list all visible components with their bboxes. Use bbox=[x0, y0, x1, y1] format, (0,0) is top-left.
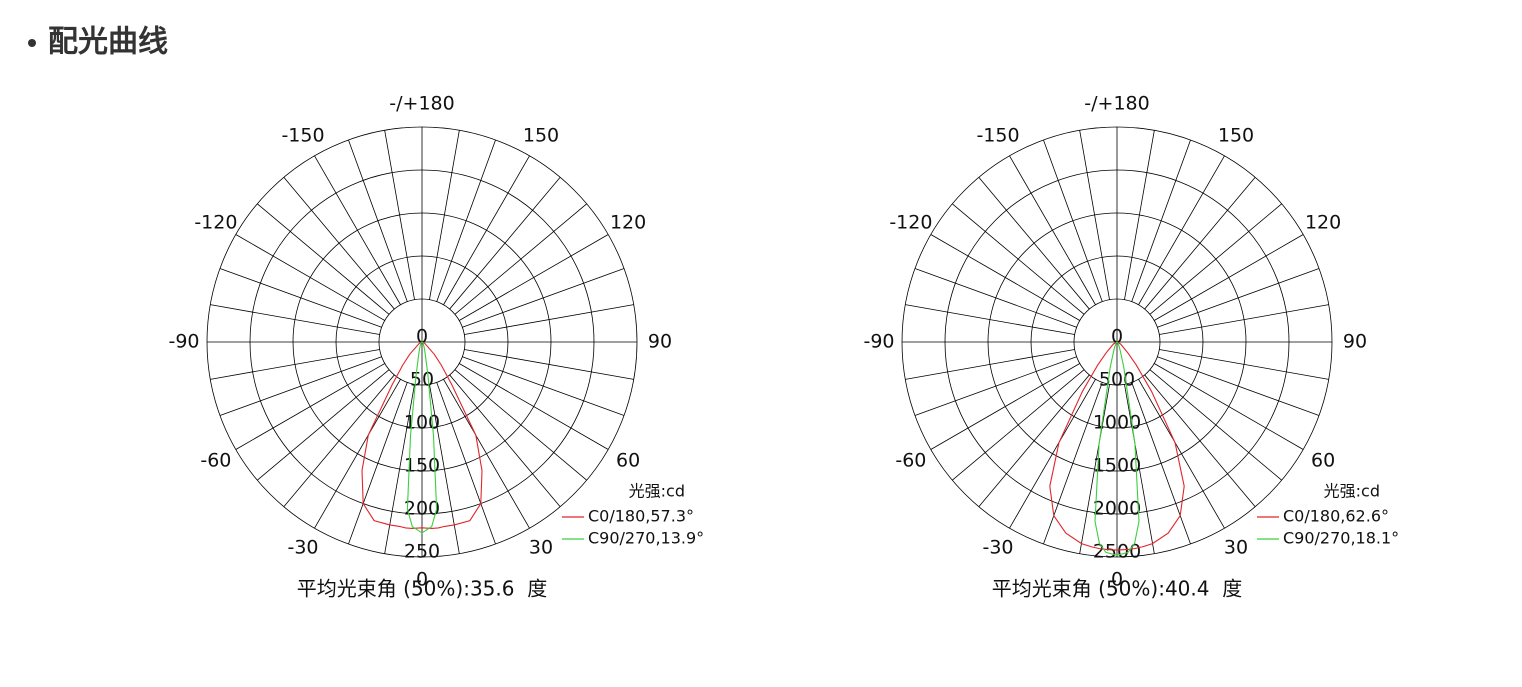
angle-tick-label: 0 bbox=[1111, 569, 1123, 591]
angle-tick-label: 30 bbox=[1224, 537, 1248, 559]
angle-tick-label: -60 bbox=[200, 450, 231, 472]
r-tick-label: 1000 bbox=[1093, 412, 1141, 434]
legend-title: 光强:cd bbox=[1324, 482, 1380, 501]
r-tick-label: 0 bbox=[416, 326, 428, 348]
page-title: 配光曲线 bbox=[48, 25, 168, 60]
angle-tick-label: -90 bbox=[863, 331, 894, 353]
ring-grid-line bbox=[249, 169, 595, 515]
r-tick-label: 150 bbox=[404, 455, 440, 477]
angle-tick-label: 30 bbox=[529, 537, 553, 559]
ring-grid-line bbox=[1030, 255, 1204, 429]
r-tick-label: 50 bbox=[410, 369, 434, 391]
r-tick-label: 500 bbox=[1099, 369, 1135, 391]
intensity-curve bbox=[1094, 341, 1140, 556]
angle-tick-label: 90 bbox=[1343, 331, 1367, 353]
angle-tick-label: -150 bbox=[281, 124, 324, 146]
angle-tick-label: 120 bbox=[1305, 212, 1341, 234]
legend-label: C0/180,57.3° bbox=[588, 507, 694, 526]
r-tick-label: 0 bbox=[1111, 326, 1123, 348]
footnote: 平均光束角 (50%):40.4 度 bbox=[992, 577, 1242, 601]
bullet bbox=[28, 39, 36, 47]
ring-grid-line bbox=[292, 212, 552, 472]
angle-tick-label: 90 bbox=[648, 331, 672, 353]
ring-grid-line bbox=[901, 126, 1333, 558]
angle-tick-label: 150 bbox=[523, 124, 559, 146]
legend-title: 光强:cd bbox=[629, 482, 685, 501]
angle-tick-label: -150 bbox=[976, 124, 1019, 146]
legend-label: C90/270,13.9° bbox=[588, 529, 704, 548]
angle-tick-label: 60 bbox=[1311, 450, 1335, 472]
angle-tick-label: -/+180 bbox=[389, 93, 454, 115]
r-tick-label: 100 bbox=[404, 412, 440, 434]
angle-tick-label: -30 bbox=[982, 537, 1013, 559]
angle-tick-label: -90 bbox=[168, 331, 199, 353]
ring-grid-line bbox=[335, 255, 509, 429]
ring-grid-line bbox=[987, 212, 1247, 472]
angle-tick-label: -60 bbox=[895, 450, 926, 472]
legend-label: C0/180,62.6° bbox=[1283, 507, 1389, 526]
intensity-curve bbox=[406, 341, 438, 534]
r-tick-label: 2500 bbox=[1093, 541, 1141, 563]
ring-grid-line bbox=[206, 126, 638, 558]
angle-tick-label: -120 bbox=[194, 212, 237, 234]
angle-tick-label: 0 bbox=[416, 569, 428, 591]
ring-grid-line bbox=[1073, 298, 1161, 386]
r-tick-label: 2000 bbox=[1093, 498, 1141, 520]
r-tick-label: 250 bbox=[404, 541, 440, 563]
intensity-curve bbox=[361, 341, 483, 529]
ring-grid-line bbox=[944, 169, 1290, 515]
r-tick-label: 200 bbox=[404, 498, 440, 520]
angle-tick-label: -/+180 bbox=[1084, 93, 1149, 115]
angle-tick-label: -30 bbox=[287, 537, 318, 559]
r-tick-label: 1500 bbox=[1093, 455, 1141, 477]
footnote: 平均光束角 (50%):35.6 度 bbox=[297, 577, 547, 601]
angle-tick-label: 150 bbox=[1218, 124, 1254, 146]
intensity-curve bbox=[1049, 341, 1185, 551]
angle-tick-label: 60 bbox=[616, 450, 640, 472]
ring-grid-line bbox=[378, 298, 466, 386]
angle-tick-label: -120 bbox=[889, 212, 932, 234]
legend-label: C90/270,18.1° bbox=[1283, 529, 1399, 548]
angle-tick-label: 120 bbox=[610, 212, 646, 234]
